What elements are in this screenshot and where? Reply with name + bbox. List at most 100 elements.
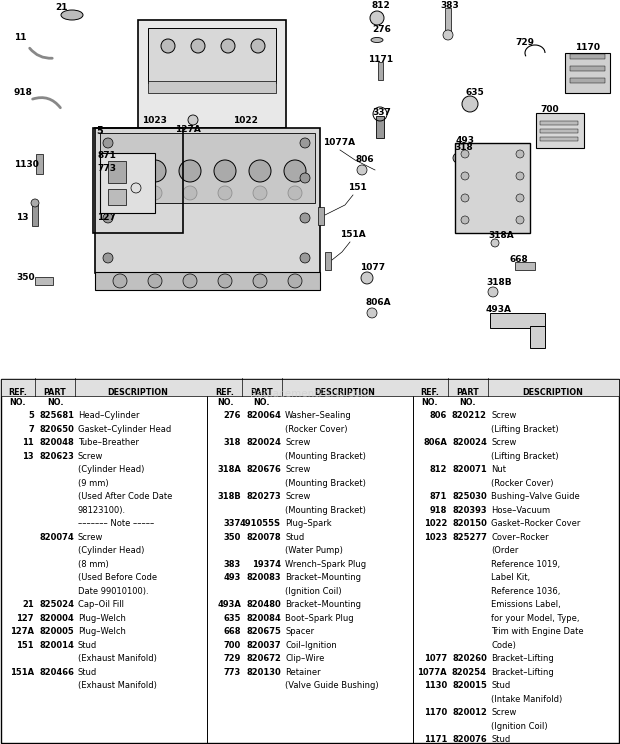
Text: 493: 493 [456,136,475,146]
Text: 337: 337 [224,519,241,528]
Text: Screw: Screw [285,493,311,501]
Text: 820273: 820273 [246,493,281,501]
Text: (Order: (Order [491,547,518,556]
Circle shape [113,186,127,200]
Text: 1170: 1170 [423,708,447,717]
Text: 318B: 318B [486,278,512,287]
Text: REF.
NO.: REF. NO. [420,388,440,408]
Text: 318B: 318B [217,493,241,501]
Circle shape [218,274,232,288]
Text: 1022: 1022 [233,117,258,126]
Circle shape [183,274,197,288]
Text: 493A: 493A [486,306,512,315]
Text: 151: 151 [16,641,34,650]
Circle shape [516,172,524,180]
Text: 820260: 820260 [452,655,487,664]
Circle shape [103,213,113,223]
Text: ––––––– Note –––––: ––––––– Note ––––– [78,519,154,528]
Text: 318A: 318A [217,466,241,475]
Bar [376,116,384,138]
Bar [565,53,610,93]
Text: 820076: 820076 [452,736,487,744]
Text: 820071: 820071 [452,466,487,475]
Text: (Mounting Bracket): (Mounting Bracket) [285,452,366,461]
Circle shape [183,186,197,200]
Text: 820650: 820650 [39,425,74,434]
Text: 773: 773 [224,668,241,677]
Text: PART
NO.: PART NO. [456,388,479,408]
Text: 820014: 820014 [39,641,74,650]
Text: Stud: Stud [78,668,97,677]
Circle shape [300,173,310,183]
Circle shape [253,186,267,200]
Circle shape [113,274,127,288]
Text: 871: 871 [97,152,116,161]
Text: Clip–Wire: Clip–Wire [285,655,324,664]
Bar [93,128,183,233]
Text: 127: 127 [17,614,34,623]
Bar [1,379,619,396]
Text: 98123100).: 98123100). [78,506,126,515]
Text: 820480: 820480 [246,600,281,609]
Circle shape [367,308,377,318]
Text: ReplacementParts.com: ReplacementParts.com [250,389,370,399]
Circle shape [214,160,236,182]
Bar [95,272,320,290]
Text: 825024: 825024 [39,600,74,609]
Circle shape [461,194,469,202]
Circle shape [288,274,302,288]
Text: 820084: 820084 [246,614,281,623]
Text: Hose–Vacuum: Hose–Vacuum [491,506,550,515]
Text: PART
NO.: PART NO. [250,388,273,408]
Text: 13: 13 [16,214,29,222]
Text: Trim with Engine Date: Trim with Engine Date [491,627,583,636]
Text: Gasket–Rocker Cover: Gasket–Rocker Cover [491,519,580,528]
Bar [378,62,383,80]
Text: 127A: 127A [175,126,201,135]
Text: (Intake Manifold): (Intake Manifold) [491,695,562,704]
Text: 668: 668 [223,627,241,636]
Text: 635: 635 [223,614,241,623]
Text: Spacer: Spacer [285,627,314,636]
Text: (Mounting Bracket): (Mounting Bracket) [285,506,366,515]
Text: 806: 806 [355,155,374,164]
Text: 820004: 820004 [39,614,74,623]
Text: (Rocker Cover): (Rocker Cover) [491,479,554,488]
Circle shape [249,160,271,182]
Circle shape [103,138,113,148]
Ellipse shape [154,60,172,70]
Bar [36,154,43,174]
Circle shape [179,160,201,182]
Text: Screw: Screw [491,438,516,447]
Bar [570,78,605,83]
Text: Label Kit,: Label Kit, [491,574,530,583]
Text: 825681: 825681 [39,411,74,420]
Text: 383: 383 [224,560,241,569]
Bar [570,54,605,59]
Circle shape [103,173,113,183]
Text: for your Model, Type,: for your Model, Type, [491,614,580,623]
Text: 820024: 820024 [452,438,487,447]
Text: 318A: 318A [488,231,514,240]
Circle shape [253,274,267,288]
Bar [100,153,155,213]
Text: (Lifting Bracket): (Lifting Bracket) [491,425,559,434]
Text: Screw: Screw [285,438,311,447]
Bar [570,66,605,71]
Ellipse shape [194,60,212,70]
Bar [540,121,578,125]
Text: (Valve Guide Bushing): (Valve Guide Bushing) [285,682,379,690]
Text: 276: 276 [223,411,241,420]
Circle shape [148,274,162,288]
Text: 820675: 820675 [246,627,281,636]
Circle shape [191,39,205,53]
Text: 700: 700 [224,641,241,650]
Text: Screw: Screw [78,533,104,542]
Bar [108,161,126,183]
Text: 825277: 825277 [452,533,487,542]
Text: 820012: 820012 [452,708,487,717]
Text: Plug–Welch: Plug–Welch [78,627,126,636]
Text: (8 mm): (8 mm) [78,560,108,569]
Text: Date 99010100).: Date 99010100). [78,587,149,596]
Text: 729: 729 [224,655,241,664]
